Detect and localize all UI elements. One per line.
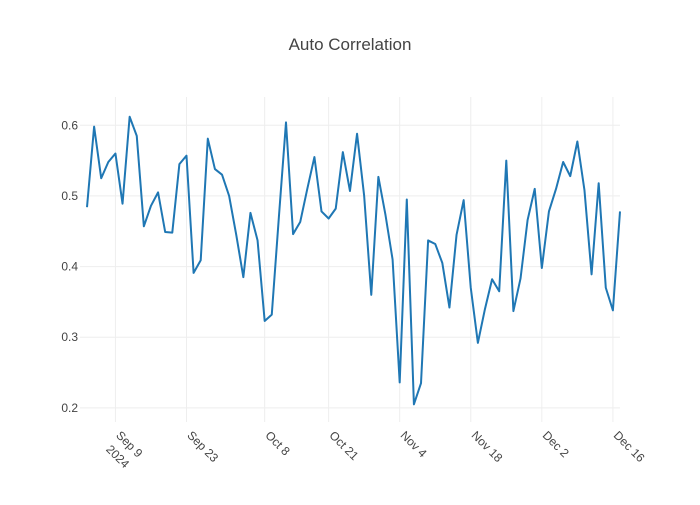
x-tick-label: Dec 2 [540, 428, 572, 460]
x-tick-label: Oct 21 [327, 428, 362, 463]
y-tick-label: 0.6 [61, 118, 78, 132]
y-tick-label: 0.3 [61, 330, 78, 344]
chart-title: Auto Correlation [289, 35, 412, 54]
x-tick-label: Sep 23 [184, 428, 221, 465]
y-tick-label: 0.5 [61, 189, 78, 203]
x-tick-label: Dec 16 [611, 428, 648, 465]
data-line [86, 115, 621, 406]
x-tick-label: Nov 18 [469, 428, 506, 465]
x-tick-label: Nov 4 [398, 428, 430, 460]
y-tick-label: 0.4 [61, 260, 78, 274]
y-tick-label: 0.2 [61, 401, 78, 415]
x-tick-label: Oct 8 [263, 428, 293, 458]
